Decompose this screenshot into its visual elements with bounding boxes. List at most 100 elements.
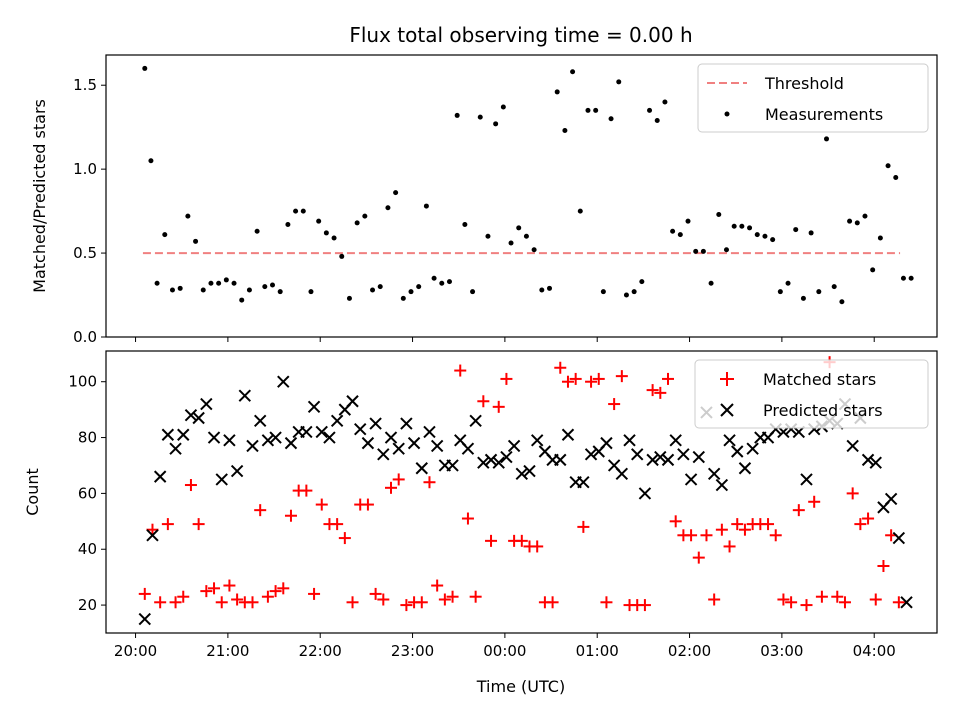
predicted-star-point: [177, 428, 190, 441]
matched-star-point: [208, 582, 221, 595]
matched-star-point: [331, 518, 344, 531]
predicted-star-point: [615, 467, 629, 481]
predicted-legend-swatch: [720, 403, 734, 417]
predicted-legend-label: Predicted stars: [763, 401, 883, 420]
measurement-point: [685, 218, 691, 224]
predicted-star-point: [507, 439, 521, 453]
measurement-point: [500, 104, 506, 110]
predicted-star-point: [846, 439, 859, 453]
predicted-star-point: [192, 411, 205, 425]
matched-star-point: [454, 364, 467, 377]
measurement-point: [754, 232, 760, 238]
matched-star-point: [815, 590, 828, 603]
matched-star-point: [769, 529, 782, 542]
predicted-star-point: [277, 375, 290, 388]
measurement-point: [600, 289, 606, 295]
measurement-point: [477, 114, 483, 120]
measurement-point: [570, 69, 576, 75]
predicted-star-point: [530, 434, 544, 447]
measurement-point: [631, 289, 637, 295]
measurement-point: [854, 220, 860, 226]
matched-star-point: [685, 529, 698, 542]
bottom-x-ticks: 20:00 21:00 22:00 23:00 00:00 01:00 02:00 03:00…: [114, 633, 896, 660]
bottom-legend: Matched stars Predicted stars: [694, 359, 929, 429]
matched-star-point: [892, 596, 905, 609]
measurement-point: [370, 287, 376, 293]
matched-star-point: [177, 590, 190, 603]
measurement-point: [908, 275, 914, 281]
matched-star-point: [500, 372, 513, 385]
matched-star-point: [138, 587, 151, 600]
predicted-star-point: [900, 596, 913, 609]
top-legend: Threshold Measurements: [697, 63, 929, 133]
measurement-point: [446, 279, 452, 285]
bottom-y-tick-label: 40: [78, 540, 97, 558]
matched-star-point: [854, 518, 867, 531]
x-tick-label: 02:00: [668, 642, 711, 660]
measurement-point: [677, 232, 683, 238]
predicted-star-point: [307, 400, 321, 414]
predicted-star-point: [169, 442, 182, 455]
matched-star-point: [231, 593, 244, 606]
measurements-legend-label: Measurements: [765, 105, 883, 124]
measurement-point: [654, 117, 660, 123]
predicted-star-point: [215, 473, 228, 486]
predicted-star-point: [392, 442, 405, 455]
measurement-point: [154, 280, 160, 286]
bottom-y-ticks: 20 40 60 80 100: [68, 373, 106, 614]
measurement-point: [185, 213, 191, 219]
matched-stars-series: [138, 356, 905, 612]
predicted-star-point: [246, 439, 259, 453]
measurement-point: [816, 289, 822, 295]
measurement-point: [547, 285, 553, 291]
measurement-point: [193, 238, 199, 244]
matched-star-point: [223, 579, 236, 592]
predicted-star-point: [707, 467, 721, 481]
chart-title: Flux total observing time = 0.00 h: [349, 23, 692, 47]
measurement-point: [523, 233, 529, 239]
matched-star-point: [146, 523, 159, 536]
matched-star-point: [315, 498, 328, 511]
predicted-star-point: [138, 612, 151, 626]
measurement-point: [308, 289, 314, 295]
measurement-point: [354, 220, 360, 226]
measurement-point: [839, 299, 845, 305]
predicted-star-point: [584, 448, 598, 461]
x-tick-label: 21:00: [206, 642, 249, 660]
predicted-star-point: [200, 397, 213, 411]
measurement-point: [723, 247, 729, 253]
measurement-point: [293, 208, 299, 214]
measurement-point: [762, 233, 768, 239]
measurement-point: [608, 116, 614, 122]
measurement-point: [277, 289, 283, 295]
x-tick-label: 01:00: [576, 642, 619, 660]
matched-star-point: [192, 518, 205, 531]
matched-star-point: [877, 559, 890, 572]
predicted-star-point: [207, 431, 221, 444]
matched-star-point: [400, 599, 413, 612]
measurement-point: [423, 203, 429, 209]
measurement-point: [300, 208, 306, 214]
measurement-point: [323, 230, 329, 236]
measurement-point: [216, 280, 222, 286]
matched-star-point: [423, 476, 436, 489]
top-plot-frame: [105, 54, 938, 338]
bottom-y-axis-label: Count: [23, 468, 42, 516]
matched-star-point: [277, 582, 290, 595]
predicted-star-point: [731, 445, 744, 458]
matched-star-point: [261, 590, 274, 603]
measurement-point: [331, 235, 337, 241]
measurement-point: [339, 253, 345, 259]
matched-star-point: [184, 479, 197, 492]
measurement-point: [439, 280, 445, 286]
measurement-point: [593, 107, 599, 113]
measurement-point: [508, 240, 514, 246]
measurement-point: [585, 107, 591, 113]
matched-star-point: [554, 361, 567, 374]
matched-star-point: [246, 596, 259, 609]
predicted-star-point: [623, 434, 636, 447]
matched-star-point: [161, 518, 174, 531]
matched-star-point: [692, 551, 705, 564]
matched-legend-swatch: [720, 372, 734, 386]
